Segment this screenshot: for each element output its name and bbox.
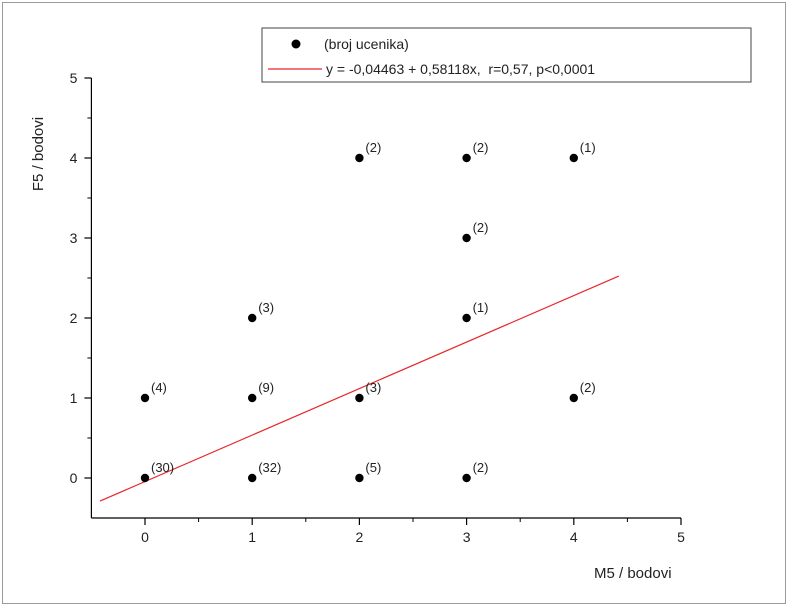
legend-box bbox=[261, 27, 752, 83]
data-point-label: (2) bbox=[580, 380, 596, 395]
data-point-label: (5) bbox=[365, 460, 381, 475]
data-point bbox=[355, 473, 364, 483]
data-points: (30) (4) (32) (9) (3) (5) (3) (2) (2) (1) (2) (2) (2… bbox=[140, 140, 596, 483]
data-point-label: (32) bbox=[258, 460, 281, 475]
y-tick-label: 1 bbox=[70, 390, 78, 406]
data-point bbox=[569, 393, 578, 403]
x-tick-label: 3 bbox=[463, 529, 471, 545]
data-point bbox=[462, 233, 471, 243]
data-point-label: (3) bbox=[365, 380, 381, 395]
data-point-label: (9) bbox=[258, 380, 274, 395]
data-point bbox=[569, 153, 578, 163]
legend-label-fit: y = -0,04463 + 0,58118x, r=0,57, p<0,000… bbox=[326, 61, 595, 77]
data-point-label: (1) bbox=[580, 140, 596, 155]
data-point bbox=[462, 473, 471, 483]
data-point bbox=[355, 153, 364, 163]
data-point-label: (2) bbox=[473, 220, 489, 235]
y-tick-label: 2 bbox=[70, 310, 78, 326]
x-axis-label: M5 / bodovi bbox=[594, 565, 672, 582]
x-tick-label: 0 bbox=[141, 529, 149, 545]
x-tick-label: 2 bbox=[356, 529, 364, 545]
axes: 0 1 2 3 4 5 0 1 2 3 4 5 M5 / bodovi F5 / bodovi bbox=[30, 70, 685, 582]
legend: (broj ucenika) y = -0,04463 + 0,58118x, … bbox=[261, 27, 752, 83]
x-tick-label: 5 bbox=[677, 529, 685, 545]
y-tick-label: 0 bbox=[70, 470, 78, 486]
data-point bbox=[462, 313, 471, 323]
data-point-label: (30) bbox=[151, 460, 174, 475]
y-tick-label: 3 bbox=[70, 230, 78, 246]
regression-line bbox=[99, 275, 620, 502]
data-point bbox=[355, 393, 364, 403]
data-point bbox=[248, 473, 257, 483]
regression-line-group bbox=[99, 275, 620, 502]
legend-marker bbox=[291, 39, 301, 49]
data-point bbox=[248, 393, 257, 403]
legend-label-points: (broj ucenika) bbox=[324, 36, 409, 52]
data-point-label: (1) bbox=[473, 300, 489, 315]
data-point bbox=[248, 313, 257, 323]
data-point bbox=[140, 473, 150, 483]
data-point-label: (3) bbox=[258, 300, 274, 315]
data-point-label: (2) bbox=[473, 140, 489, 155]
x-tick-label: 1 bbox=[248, 529, 256, 545]
y-tick-label: 4 bbox=[70, 150, 78, 166]
y-tick-label: 5 bbox=[70, 70, 78, 86]
data-point-label: (2) bbox=[473, 460, 489, 475]
data-point-label: (4) bbox=[151, 380, 167, 395]
x-tick-label: 4 bbox=[570, 529, 578, 545]
data-point bbox=[462, 153, 471, 163]
data-point-label: (2) bbox=[365, 140, 381, 155]
data-point bbox=[140, 393, 150, 403]
y-axis-label: F5 / bodovi bbox=[30, 117, 47, 191]
